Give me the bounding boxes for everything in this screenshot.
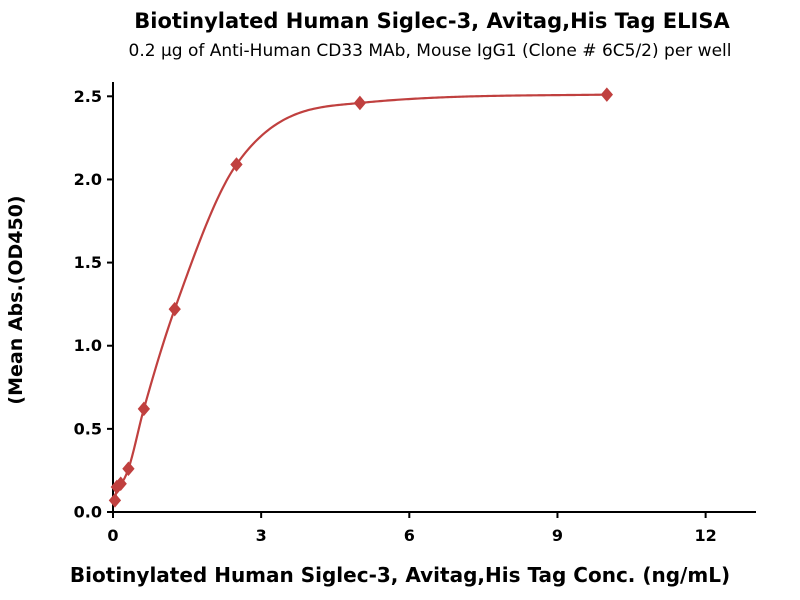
y-tick-label: 1.5 xyxy=(74,253,102,272)
data-point-marker xyxy=(600,87,614,102)
x-tick-label: 6 xyxy=(404,526,415,545)
data-point-marker xyxy=(230,157,243,172)
x-tick-label: 12 xyxy=(694,526,716,545)
x-axis-label: Biotinylated Human Siglec-3, Avitag,His … xyxy=(70,563,730,587)
y-tick-label: 2.5 xyxy=(74,87,102,106)
y-tick-label: 0.5 xyxy=(74,419,102,438)
x-tick-label: 9 xyxy=(552,526,563,545)
chart-subtitle: 0.2 μg of Anti-Human CD33 MAb, Mouse IgG… xyxy=(129,41,732,61)
data-points xyxy=(108,87,614,508)
x-tick-label: 0 xyxy=(107,526,118,545)
chart-title: Biotinylated Human Siglec-3, Avitag,His … xyxy=(134,9,730,33)
data-point-marker xyxy=(108,493,122,508)
data-point-marker xyxy=(168,301,181,317)
y-tick-label: 0.0 xyxy=(74,503,102,522)
axis-lines xyxy=(112,82,756,513)
axes: 0 3 6 9 12 0.0 0.5 1.0 1.5 2.0 2.5 xyxy=(74,82,756,545)
data-point-marker xyxy=(122,461,135,477)
fit-curve-path xyxy=(113,93,608,502)
y-axis-label: (Mean Abs.(OD450) xyxy=(5,195,27,404)
data-point-marker xyxy=(353,95,367,111)
y-tick-label: 1.0 xyxy=(74,336,102,355)
data-point-marker xyxy=(137,401,151,417)
data-point-marker xyxy=(114,476,127,492)
x-tick-label: 3 xyxy=(256,526,267,545)
fit-curve xyxy=(113,93,608,502)
y-tick-label: 2.0 xyxy=(74,170,102,189)
